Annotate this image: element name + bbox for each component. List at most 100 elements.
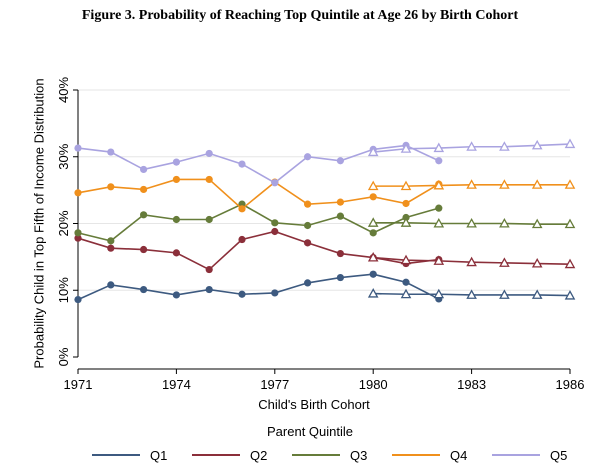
data-point [74, 229, 82, 237]
legend-label: Q4 [450, 448, 467, 463]
data-point [367, 288, 379, 298]
figure-title: Figure 3. Probability of Reaching Top Qu… [81, 8, 519, 23]
data-point [531, 218, 543, 229]
data-point [271, 179, 279, 187]
series-group [74, 138, 576, 304]
grid-lines [78, 89, 570, 291]
data-point [564, 290, 576, 300]
data-point [336, 157, 344, 165]
data-point [238, 160, 246, 168]
y-axis-ticks: 0% 10% 20% 30% 40% [56, 77, 78, 366]
data-point [271, 219, 279, 227]
data-point [400, 288, 412, 299]
data-point [205, 265, 213, 274]
data-point [74, 189, 82, 197]
y-tick-label: 20% [56, 210, 71, 236]
series-line [77, 178, 440, 210]
legend: Q1 Q2 Q3 Q4 Q5 [92, 448, 567, 463]
data-point [369, 270, 377, 278]
data-point [564, 218, 576, 229]
series-q1-triangle [367, 288, 576, 300]
y-tick-label: 30% [56, 143, 71, 169]
x-tick-label: 1980 [359, 377, 388, 392]
data-point [172, 249, 180, 257]
series-q5-triangle [367, 138, 576, 157]
data-point [369, 229, 377, 237]
series-q4-circle [74, 175, 443, 213]
data-point [271, 227, 279, 236]
data-point [172, 215, 180, 224]
data-point [304, 153, 312, 161]
data-point [531, 139, 543, 150]
legend-item-q3: Q3 [292, 448, 367, 463]
data-point [172, 291, 180, 299]
data-point [466, 217, 477, 228]
data-point [304, 279, 312, 287]
data-point [499, 257, 510, 267]
x-tick-label: 1974 [162, 377, 191, 392]
data-point [402, 278, 410, 286]
data-point [336, 273, 344, 282]
data-point [238, 205, 246, 213]
x-axis-label: Child's Birth Cohort [258, 397, 370, 412]
data-point [107, 183, 115, 191]
data-point [466, 289, 477, 299]
data-point [499, 289, 510, 299]
data-point [172, 158, 180, 166]
legend-title: Parent Quintile [267, 424, 353, 439]
data-point [336, 212, 344, 220]
data-point [400, 143, 412, 153]
legend-item-q2: Q2 [192, 448, 267, 463]
data-point [367, 252, 379, 262]
data-point [107, 148, 115, 156]
data-point [205, 285, 213, 294]
data-point [107, 281, 115, 289]
data-point [400, 217, 412, 227]
data-point [140, 211, 148, 219]
data-point [369, 193, 377, 201]
data-point [367, 146, 379, 157]
series-line [77, 273, 440, 301]
x-axis-ticks: 1971 1974 1977 1980 1983 1986 [64, 369, 584, 392]
data-point [107, 237, 115, 245]
y-tick-label: 0% [56, 347, 71, 366]
data-point [435, 204, 443, 212]
data-point [205, 215, 213, 224]
legend-label: Q3 [350, 448, 367, 463]
legend-item-q5: Q5 [492, 448, 567, 463]
data-point [238, 235, 246, 244]
data-point [271, 289, 279, 297]
legend-item-q1: Q1 [92, 448, 167, 463]
data-point [367, 217, 379, 227]
data-point [400, 254, 412, 265]
data-point [564, 138, 576, 149]
data-point [564, 179, 576, 189]
data-point [140, 165, 148, 174]
series-line [77, 203, 440, 242]
x-tick-label: 1983 [457, 377, 486, 392]
data-point [466, 179, 477, 189]
data-point [466, 256, 477, 267]
data-point [564, 258, 576, 269]
data-point [466, 141, 477, 151]
legend-label: Q2 [250, 448, 267, 463]
data-point [172, 175, 180, 184]
y-tick-label: 10% [56, 277, 71, 303]
data-point [531, 258, 543, 268]
data-point [140, 245, 148, 254]
data-point [336, 249, 344, 258]
x-tick-label: 1977 [260, 377, 289, 392]
data-point [433, 179, 445, 190]
data-point [74, 234, 82, 242]
data-point [531, 179, 543, 189]
data-point [205, 175, 213, 184]
data-point [140, 185, 148, 194]
data-point [499, 179, 510, 189]
data-point [367, 180, 379, 191]
series-line [77, 144, 440, 184]
data-point [304, 221, 312, 230]
data-point [74, 295, 82, 304]
series-q3-circle [74, 200, 443, 245]
data-point [433, 288, 445, 299]
series-q3-triangle [367, 217, 576, 229]
